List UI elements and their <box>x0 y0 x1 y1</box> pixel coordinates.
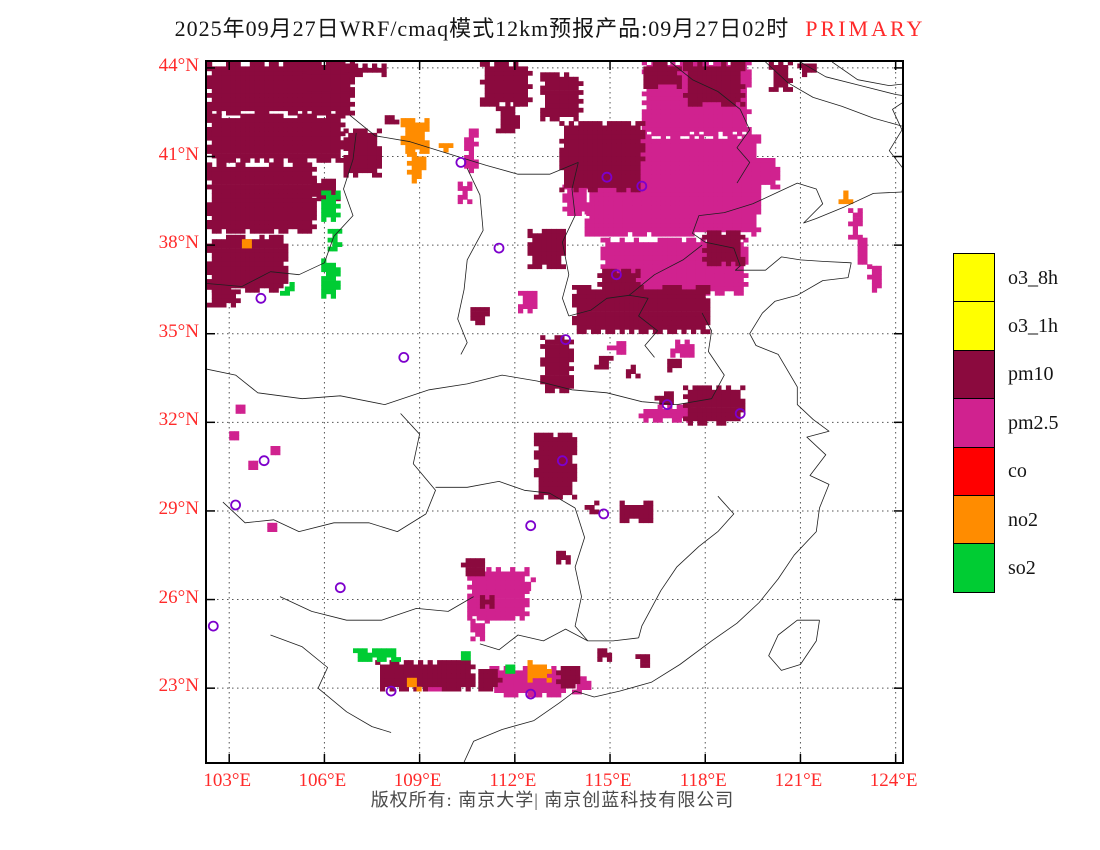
legend-item-so2: so2 <box>953 543 1059 594</box>
lat-axis-label: 38°N <box>158 232 199 254</box>
patch-group-so2 <box>280 190 516 674</box>
legend-label: no2 <box>1008 508 1038 531</box>
forecast-map <box>207 62 902 762</box>
lon-axis-label: 124°E <box>869 770 918 791</box>
legend-item-o3_1h: o3_1h <box>953 301 1059 352</box>
lon-axis-label: 121°E <box>774 770 823 791</box>
legend-label: so2 <box>1008 556 1036 579</box>
lon-axis-label: 109°E <box>393 770 442 791</box>
legend-swatch-o3_8h <box>953 253 995 303</box>
legend-swatch-so2 <box>953 543 995 594</box>
legend-item-pm2.5: pm2.5 <box>953 398 1059 449</box>
legend-label: o3_8h <box>1008 266 1058 289</box>
lon-axis-label: 115°E <box>584 770 632 791</box>
title-primary-tag: PRIMARY <box>805 16 926 41</box>
map-frame <box>205 60 904 764</box>
legend-swatch-pm10 <box>953 349 995 400</box>
legend-label: pm2.5 <box>1008 411 1059 434</box>
legend-item-no2: no2 <box>953 495 1059 546</box>
title-main: 2025年09月27日WRF/cmaq模式12km预报产品:09月27日02时 <box>174 16 790 41</box>
copyright-text: 版权所有: 南京大学| 南京创蓝科技有限公司 <box>370 790 735 810</box>
legend-swatch-o3_1h <box>953 301 995 352</box>
legend-item-o3_8h: o3_8h <box>953 253 1059 303</box>
legend-swatch-co <box>953 446 995 497</box>
lat-axis-label: 44°N <box>158 54 199 76</box>
province-boundaries <box>207 62 902 762</box>
lat-axis-label: 32°N <box>158 409 199 431</box>
lat-axis-label: 23°N <box>158 675 199 697</box>
lon-axis-label: 112°E <box>489 770 537 791</box>
page-title: 2025年09月27日WRF/cmaq模式12km预报产品:09月27日02时 P… <box>0 11 1100 43</box>
lat-axis-label: 26°N <box>158 586 199 608</box>
legend-label: o3_1h <box>1008 314 1058 337</box>
lat-axis-label: 41°N <box>158 143 199 165</box>
legend-swatch-no2 <box>953 495 995 546</box>
legend-label: pm10 <box>1008 363 1054 386</box>
lon-axis-label: 118°E <box>679 770 727 791</box>
lat-axis-label: 35°N <box>158 320 199 342</box>
patch-group-pm10 <box>207 62 817 692</box>
legend-swatch-pm2.5 <box>953 398 995 449</box>
legend-label: co <box>1008 460 1027 483</box>
axis-ticks <box>207 62 902 762</box>
city-markers <box>207 157 746 700</box>
legend-item-co: co <box>953 446 1059 497</box>
lon-axis-label: 103°E <box>203 770 252 791</box>
lon-axis-label: 106°E <box>298 770 347 791</box>
pollutant-legend: o3_8h o3_1h pm10 pm2.5 co no2 so2 <box>953 253 1059 594</box>
legend-item-pm10: pm10 <box>953 349 1059 400</box>
lat-axis-label: 29°N <box>158 497 199 519</box>
